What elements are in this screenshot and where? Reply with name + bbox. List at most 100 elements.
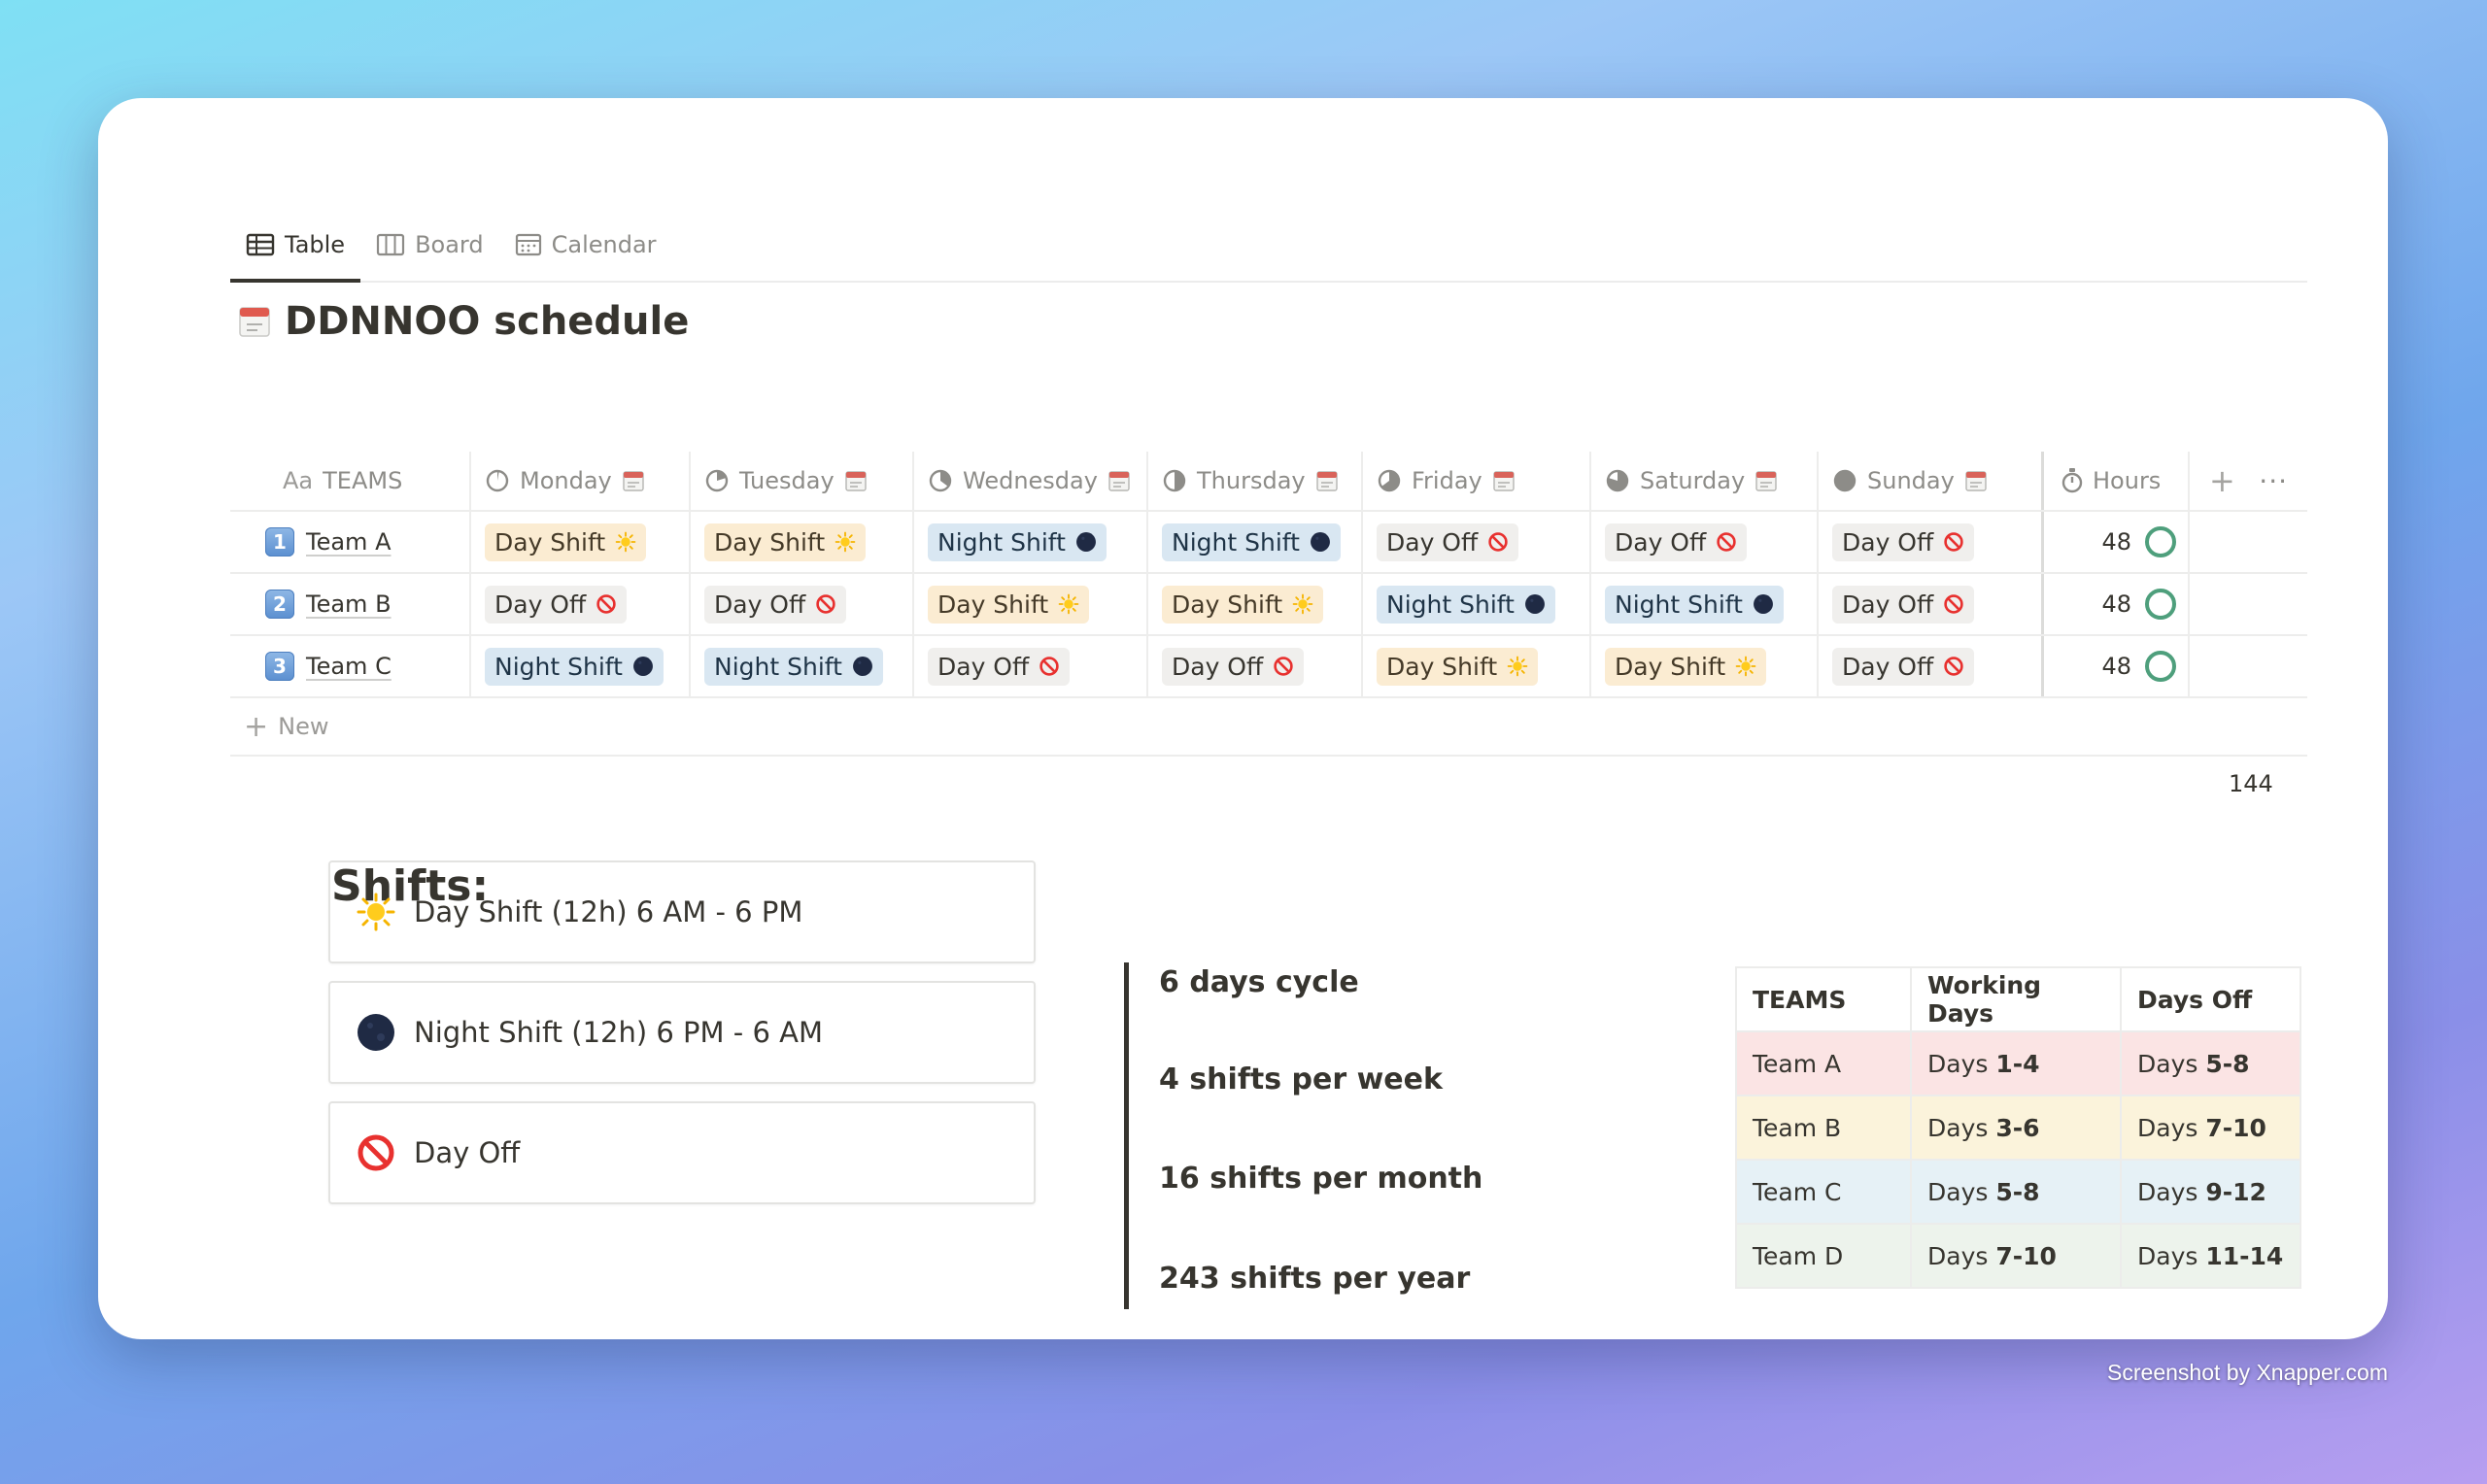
shift-cell-sat[interactable]: Day Shift: [1591, 636, 1819, 696]
add-property-icon[interactable]: +: [2209, 462, 2235, 499]
shift-tag-label: Day Shift: [714, 527, 826, 556]
shift-tag[interactable]: Day Shift: [1605, 647, 1767, 686]
shifts-heading: Shifts:: [331, 861, 490, 911]
shift-tag[interactable]: Night Shift: [928, 523, 1107, 561]
shift-cell-sun[interactable]: Day Off: [1819, 512, 2044, 572]
sun-icon: [1292, 593, 1313, 615]
table-row[interactable]: 3 Team C Night Shift Night Shift Day Off Day …: [230, 636, 2307, 698]
hours-cell[interactable]: 48: [2044, 512, 2190, 572]
shift-tag[interactable]: Day Shift: [704, 523, 867, 561]
more-options-icon[interactable]: ···: [2259, 464, 2288, 497]
shift-tag[interactable]: Day Off: [1162, 647, 1305, 686]
tab-calendar[interactable]: Calendar: [499, 209, 672, 281]
shift-cell-sun[interactable]: Day Off: [1819, 636, 2044, 696]
column-sunday[interactable]: Sunday: [1819, 452, 2044, 510]
shift-cell-tue[interactable]: Day Shift: [691, 512, 914, 572]
hours-cell[interactable]: 48: [2044, 574, 2190, 634]
shift-tag[interactable]: Day Off: [1832, 523, 1975, 561]
hours-sum: 144: [2229, 770, 2273, 797]
shift-tag[interactable]: Day Shift: [928, 585, 1090, 624]
shift-tag[interactable]: Day Off: [1832, 585, 1975, 624]
summary-table: TEAMS Working Days Days Off Team A Days 1…: [1735, 966, 2301, 1289]
new-moon-icon: [1310, 532, 1330, 552]
shift-tag[interactable]: Day Shift: [485, 523, 647, 561]
shift-tag[interactable]: Night Shift: [1605, 585, 1784, 624]
sun-icon: [1735, 656, 1756, 677]
table-row[interactable]: 1 Team A Day Shift Day Shift Night Shift Nigh…: [230, 512, 2307, 574]
shift-tag[interactable]: Day Off: [1605, 523, 1748, 561]
new-moon-icon: [632, 657, 653, 676]
shift-cell-sat[interactable]: Night Shift: [1591, 574, 1819, 634]
tab-table[interactable]: Table: [230, 209, 361, 283]
hours-cell[interactable]: 48: [2044, 636, 2190, 696]
column-label: Sunday: [1867, 467, 1955, 494]
column-saturday[interactable]: Saturday: [1591, 452, 1819, 510]
shift-tag[interactable]: Night Shift: [1162, 523, 1341, 561]
prohibited-icon: [356, 1132, 396, 1173]
shift-tag[interactable]: Night Shift: [485, 647, 664, 686]
shift-tag[interactable]: Day Off: [1377, 523, 1519, 561]
shift-cell-fri[interactable]: Night Shift: [1363, 574, 1591, 634]
days-range: 5-8: [1995, 1177, 2040, 1206]
shift-tag-label: Day Off: [937, 652, 1030, 681]
calendar-icon: [515, 233, 541, 256]
summary-header: Working Days: [1910, 966, 2122, 1032]
column-monday[interactable]: Monday: [471, 452, 691, 510]
shift-tag[interactable]: Night Shift: [704, 647, 883, 686]
column-thursday[interactable]: Thursday: [1148, 452, 1363, 510]
tab-board[interactable]: Board: [360, 209, 499, 281]
shift-tag-label: Night Shift: [714, 652, 842, 681]
shift-cell-tue[interactable]: Day Off: [691, 574, 914, 634]
shift-cell-tue[interactable]: Night Shift: [691, 636, 914, 696]
team-name[interactable]: Team B: [306, 590, 392, 618]
column-wednesday[interactable]: Wednesday: [914, 452, 1148, 510]
shift-cell-mon[interactable]: Day Shift: [471, 512, 691, 572]
shift-cell-mon[interactable]: Night Shift: [471, 636, 691, 696]
table-header-row: Aa TEAMS Monday Tuesday Wednesday Thursd…: [230, 452, 2307, 512]
column-hours[interactable]: Hours: [2044, 452, 2190, 510]
team-name[interactable]: Team A: [306, 528, 392, 556]
stat-cycle: 6 days cycle: [1159, 965, 1359, 999]
shift-tag[interactable]: Day Shift: [1162, 585, 1324, 624]
calendar-icon: [1965, 471, 1987, 491]
team-cell[interactable]: 1 Team A: [230, 512, 471, 572]
shift-tag[interactable]: Night Shift: [1377, 585, 1555, 624]
shift-tag-label: Day Off: [494, 590, 587, 619]
shift-cell-thu[interactable]: Day Shift: [1148, 574, 1363, 634]
shift-cell-wed[interactable]: Day Shift: [914, 574, 1148, 634]
shift-cell-thu[interactable]: Night Shift: [1148, 512, 1363, 572]
shift-tag[interactable]: Day Off: [704, 585, 847, 624]
column-tuesday[interactable]: Tuesday: [691, 452, 914, 510]
shift-cell-wed[interactable]: Night Shift: [914, 512, 1148, 572]
shift-tag[interactable]: Day Off: [485, 585, 628, 624]
shift-cell-wed[interactable]: Day Off: [914, 636, 1148, 696]
tab-label: Table: [285, 231, 346, 258]
shift-tag[interactable]: Day Off: [928, 647, 1071, 686]
quote-divider: [1124, 962, 1129, 1309]
shift-tag-label: Night Shift: [937, 527, 1066, 556]
legend-label: Day Off: [414, 1136, 521, 1169]
view-tabs: Table Board Calendar: [230, 209, 2307, 283]
summary-row: Team C Days 5-8 Days 9-12: [1735, 1159, 2301, 1225]
shift-cell-thu[interactable]: Day Off: [1148, 636, 1363, 696]
team-name[interactable]: Team C: [306, 653, 392, 680]
shift-cell-mon[interactable]: Day Off: [471, 574, 691, 634]
shift-tag-label: Day Shift: [1615, 652, 1726, 681]
new-row-button[interactable]: + New: [230, 698, 2307, 757]
shift-cell-fri[interactable]: Day Shift: [1363, 636, 1591, 696]
shift-cell-sun[interactable]: Day Off: [1819, 574, 2044, 634]
column-label: Tuesday: [739, 467, 835, 494]
shift-cell-sat[interactable]: Day Off: [1591, 512, 1819, 572]
sun-icon: [1058, 593, 1079, 615]
shift-tag[interactable]: Day Shift: [1377, 647, 1539, 686]
title-property-icon: Aa: [283, 467, 314, 494]
summary-team: Team A: [1735, 1030, 1912, 1096]
team-cell[interactable]: 3 Team C: [230, 636, 471, 696]
column-teams[interactable]: Aa TEAMS: [230, 452, 471, 510]
days-prefix: Days: [2137, 1049, 2198, 1078]
table-row[interactable]: 2 Team B Day Off Day Off Day Shift Day Shift N…: [230, 574, 2307, 636]
shift-cell-fri[interactable]: Day Off: [1363, 512, 1591, 572]
column-friday[interactable]: Friday: [1363, 452, 1591, 510]
shift-tag[interactable]: Day Off: [1832, 647, 1975, 686]
team-cell[interactable]: 2 Team B: [230, 574, 471, 634]
